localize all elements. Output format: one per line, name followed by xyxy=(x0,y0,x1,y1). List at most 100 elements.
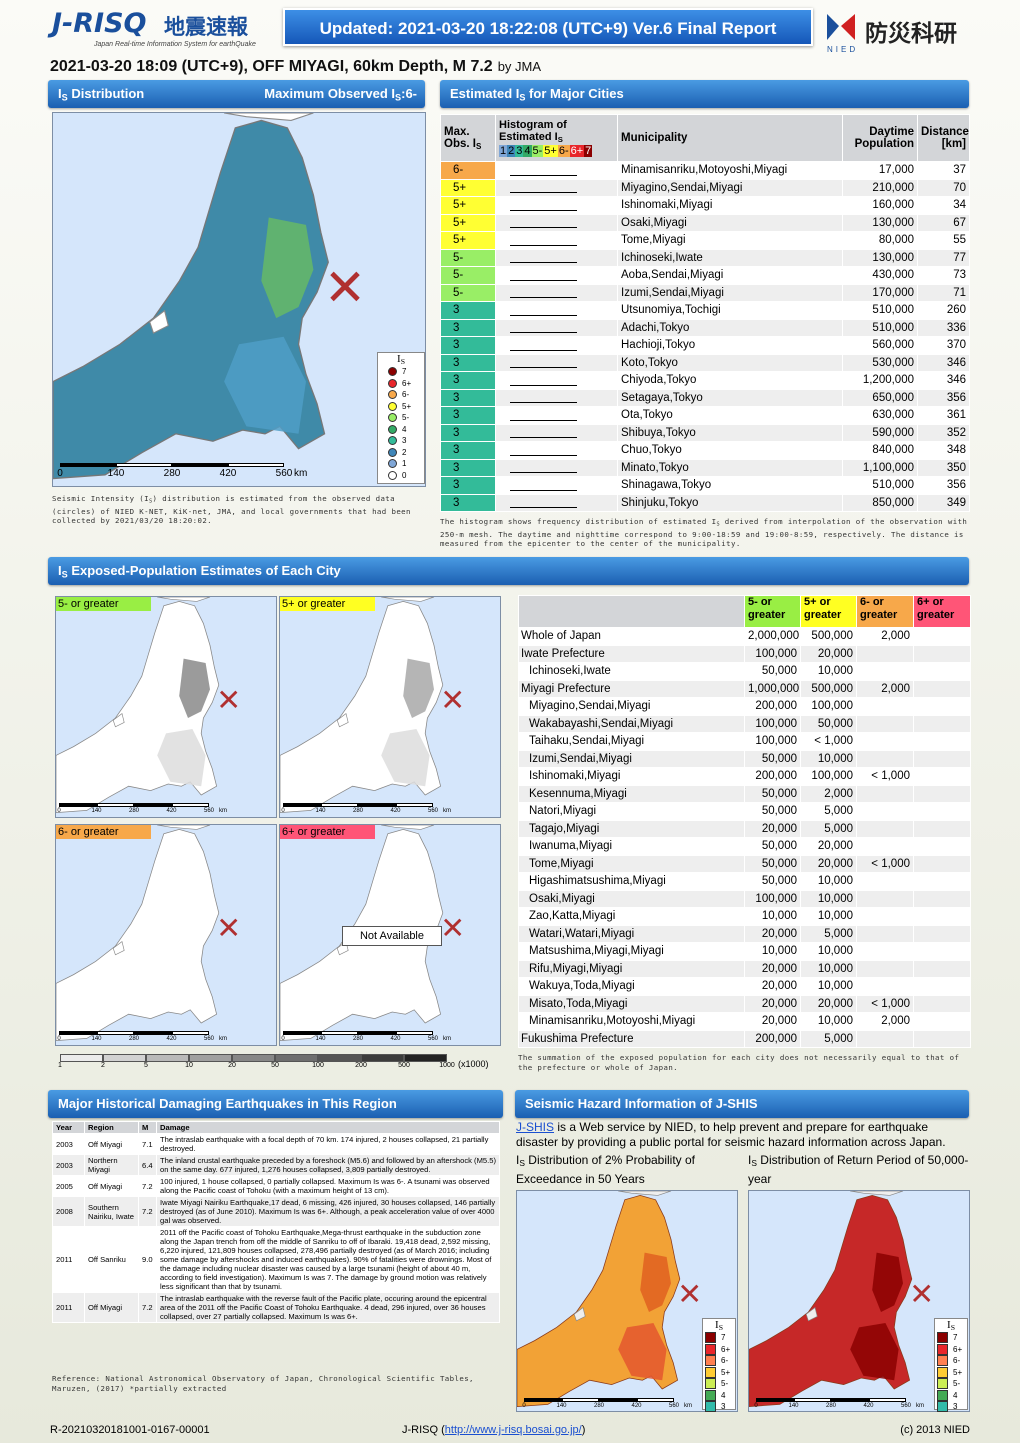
exposure-value xyxy=(856,644,914,663)
legend-title-part: S xyxy=(950,1322,955,1332)
city-row: 3 Minato,Tokyo 1,100,000 350 xyxy=(440,458,970,477)
history-header: Damage xyxy=(156,1121,500,1134)
event-source: by JMA xyxy=(497,59,542,74)
city-histogram xyxy=(495,423,618,442)
city-municipality: Tome,Miyagi xyxy=(617,231,843,250)
scale-segment xyxy=(171,803,209,807)
header-population: Daytime Population xyxy=(842,114,918,162)
legend-label: 3 xyxy=(721,1402,726,1412)
scale-segment xyxy=(524,1398,562,1402)
history-cell: 2008 xyxy=(52,1196,85,1227)
city-max-obs: 3 xyxy=(440,441,496,460)
scale-label: 560 xyxy=(203,808,214,814)
city-distance: 348 xyxy=(917,441,970,460)
legend-swatch xyxy=(388,378,397,388)
high-zone xyxy=(224,336,306,434)
scale-segment xyxy=(60,463,116,467)
city-histogram xyxy=(495,283,618,302)
high-zone xyxy=(381,729,430,787)
high-zone xyxy=(157,729,206,787)
exposure-name: Fukushima Prefecture xyxy=(518,1029,745,1048)
city-population: 1,100,000 xyxy=(842,458,918,477)
city-row: Miyagino,Sendai,Miyagi 200,000 100,000 xyxy=(518,697,971,716)
distribution-map xyxy=(52,112,426,487)
footer-site: J-RISQ (http://www.j-risq.bosai.go.jp/) xyxy=(402,1424,585,1436)
jshis-map-title-part: I xyxy=(516,1153,520,1167)
exposure-value: 10,000 xyxy=(800,749,857,768)
exposure-value: 20,000 xyxy=(800,994,857,1013)
exposure-value: 1,000,000 xyxy=(744,679,801,698)
histogram-scale-label: 2 xyxy=(507,145,516,158)
scale-label: 140 xyxy=(91,1036,102,1042)
legend-item: 5+ xyxy=(935,1366,967,1378)
scale-segment xyxy=(134,803,172,807)
region-row: Fukushima Prefecture 200,000 5,000 xyxy=(518,1029,971,1048)
exposure-map xyxy=(55,596,277,818)
scale-label: 420 xyxy=(166,808,177,814)
exposure-value xyxy=(856,714,914,733)
footer-url[interactable]: http://www.j-risq.bosai.go.jp/ xyxy=(444,1424,582,1436)
legend-label: 4 xyxy=(721,1390,726,1400)
city-max-obs: 5- xyxy=(440,248,496,267)
legend-swatch xyxy=(937,1332,948,1344)
jshis-link[interactable]: J-SHIS xyxy=(516,1120,555,1134)
jshis-intro: J-SHIS is a Web service by NIED, to help… xyxy=(516,1120,968,1150)
city-max-obs: 3 xyxy=(440,476,496,495)
logo-sub: Japan Real-time Information System for e… xyxy=(94,41,256,48)
legend-item: 3 xyxy=(378,435,424,447)
epicenter xyxy=(443,690,462,709)
city-municipality: Koto,Tokyo xyxy=(617,353,843,372)
history-cell: Off Sanriku xyxy=(84,1226,139,1293)
exposure-value: 10,000 xyxy=(800,889,857,908)
legend-title: IS xyxy=(703,1319,735,1332)
scale-segment xyxy=(320,1031,358,1035)
legend-item: 2 xyxy=(378,446,424,458)
exposure-value xyxy=(913,1029,971,1048)
city-histogram xyxy=(495,318,618,337)
city-row: 5+ Miyagino,Sendai,Miyagi 210,000 70 xyxy=(440,178,970,197)
cities-note-part: The histogram shows frequency distributi… xyxy=(440,517,717,526)
cities-table: Max. Obs. IS Histogram of Estimated IS 1 2 3… xyxy=(440,114,970,512)
exposure-value xyxy=(913,907,971,926)
legend-label: 6+ xyxy=(721,1344,731,1354)
histogram-scale: 1 2 3 4 5- 5+ 6- 6+ 7 xyxy=(499,145,614,158)
city-distance: 352 xyxy=(917,423,970,442)
legend-item: 4 xyxy=(703,1389,735,1401)
scale-segment xyxy=(756,1398,794,1402)
histogram-axis xyxy=(510,349,577,351)
header-max-obs: Max. Obs. IS xyxy=(440,114,496,162)
history-row: 2011 Off Sanriku 9.0 2011 off the Pacific c… xyxy=(52,1226,500,1293)
nied-jp: 防災科研 xyxy=(865,21,957,47)
exposure-map-label: 5+ or greater xyxy=(280,597,375,611)
population-label: 1000 xyxy=(439,1062,455,1069)
exposure-name: Matsushima,Miyagi,Miyagi xyxy=(518,942,745,961)
city-row: 5+ Ishinomaki,Miyagi 160,000 34 xyxy=(440,196,970,215)
city-municipality: Shinagawa,Tokyo xyxy=(617,476,843,495)
history-row: 2011 Off Miyagi 7.2 The intraslab earthquak… xyxy=(52,1292,500,1323)
population-swatch xyxy=(60,1054,103,1062)
exposure-value: 10,000 xyxy=(744,942,801,961)
exposure-value xyxy=(913,714,971,733)
exposure-value xyxy=(856,942,914,961)
exposure-value xyxy=(913,644,971,663)
exposure-value: 2,000 xyxy=(856,627,914,646)
exposure-value xyxy=(913,802,971,821)
land xyxy=(573,1307,586,1322)
scale-label: 0 xyxy=(754,1403,758,1409)
nied-text: NIED xyxy=(827,45,859,54)
history-row: 2003 Off Miyagi 7.1 The intraslab earthquak… xyxy=(52,1133,500,1155)
legend-label: 5- xyxy=(721,1379,729,1389)
scale-label: 0 xyxy=(57,468,63,479)
legend-label: 5+ xyxy=(721,1367,731,1377)
high-zone xyxy=(261,217,314,319)
exposure-value: 500,000 xyxy=(800,679,857,698)
history-cell: The intraslab earthquake with the revers… xyxy=(156,1292,500,1323)
city-population: 160,000 xyxy=(842,196,918,215)
scale-label: 420 xyxy=(219,468,237,479)
epicenter xyxy=(219,918,238,937)
city-row: Higashimatsushima,Miyagi 50,000 10,000 xyxy=(518,872,971,891)
city-municipality: Ichinoseki,Iwate xyxy=(617,248,843,267)
city-distance: 67 xyxy=(917,213,970,232)
scale-label: 280 xyxy=(128,1036,139,1042)
city-row: Wakuya,Toda,Miyagi 20,000 10,000 xyxy=(518,977,971,996)
